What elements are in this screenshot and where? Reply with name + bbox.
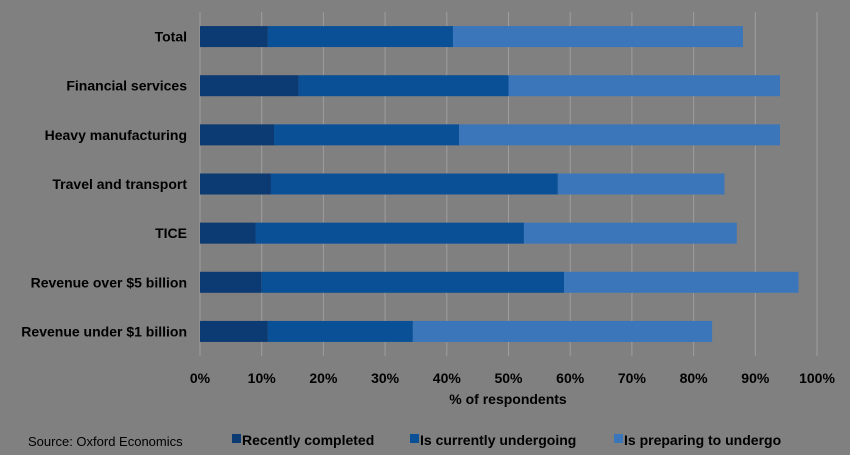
legend-swatch [614, 434, 623, 443]
legend-label: Is currently undergoing [420, 432, 576, 448]
bar-segment [200, 222, 256, 244]
x-tick-label: 70% [618, 370, 647, 386]
bar-segment [270, 173, 558, 195]
bar-segment [459, 124, 780, 146]
bar-segment [508, 75, 780, 97]
bar-segment [274, 124, 460, 146]
bar-segment [564, 271, 799, 293]
legend-swatch [232, 434, 241, 443]
x-tick-label: 0% [190, 370, 211, 386]
x-tick-label: 20% [309, 370, 338, 386]
x-tick-label: 90% [741, 370, 770, 386]
x-tick-label: 100% [799, 370, 835, 386]
category-label: Travel and transport [52, 176, 187, 192]
x-tick-label: 80% [680, 370, 709, 386]
bar-segment [200, 26, 268, 48]
bar-segment [200, 320, 268, 342]
x-axis-title: % of respondents [449, 391, 567, 407]
bar-segment [200, 124, 275, 146]
x-tick-label: 10% [248, 370, 277, 386]
bar-segment [200, 75, 299, 97]
bars [200, 26, 799, 342]
bar-segment [261, 271, 565, 293]
bar-segment [255, 222, 524, 244]
bar-segment [267, 26, 453, 48]
category-label: Financial services [66, 78, 187, 94]
bar-segment [557, 173, 725, 195]
legend: Recently completed Is currently undergoin… [232, 432, 781, 448]
x-tick-label: 30% [371, 370, 400, 386]
bar-segment [200, 173, 271, 195]
bar-segment [412, 320, 713, 342]
bar-segment [452, 26, 743, 48]
legend-label: Is preparing to undergo [624, 432, 781, 448]
x-tick-labels: 0% 10% 20% 30% 40% 50% 60% 70% 80% 90% 100% [190, 370, 836, 386]
bar-segment [523, 222, 737, 244]
bar-segment [267, 320, 413, 342]
x-tick-label: 50% [494, 370, 523, 386]
x-tick-label: 60% [556, 370, 585, 386]
category-label: Revenue over $5 billion [31, 274, 187, 290]
category-label: Total [155, 29, 187, 45]
legend-label: Recently completed [242, 432, 374, 448]
legend-swatch [410, 434, 419, 443]
bar-segment [200, 271, 262, 293]
category-label: Heavy manufacturing [45, 127, 187, 143]
bar-segment [298, 75, 509, 97]
category-label: Revenue under $1 billion [21, 323, 187, 339]
category-label: TICE [155, 225, 187, 241]
source-note: Source: Oxford Economics [28, 434, 183, 449]
x-tick-label: 40% [433, 370, 462, 386]
category-labels: Total Financial services Heavy manufacturi… [21, 29, 187, 340]
